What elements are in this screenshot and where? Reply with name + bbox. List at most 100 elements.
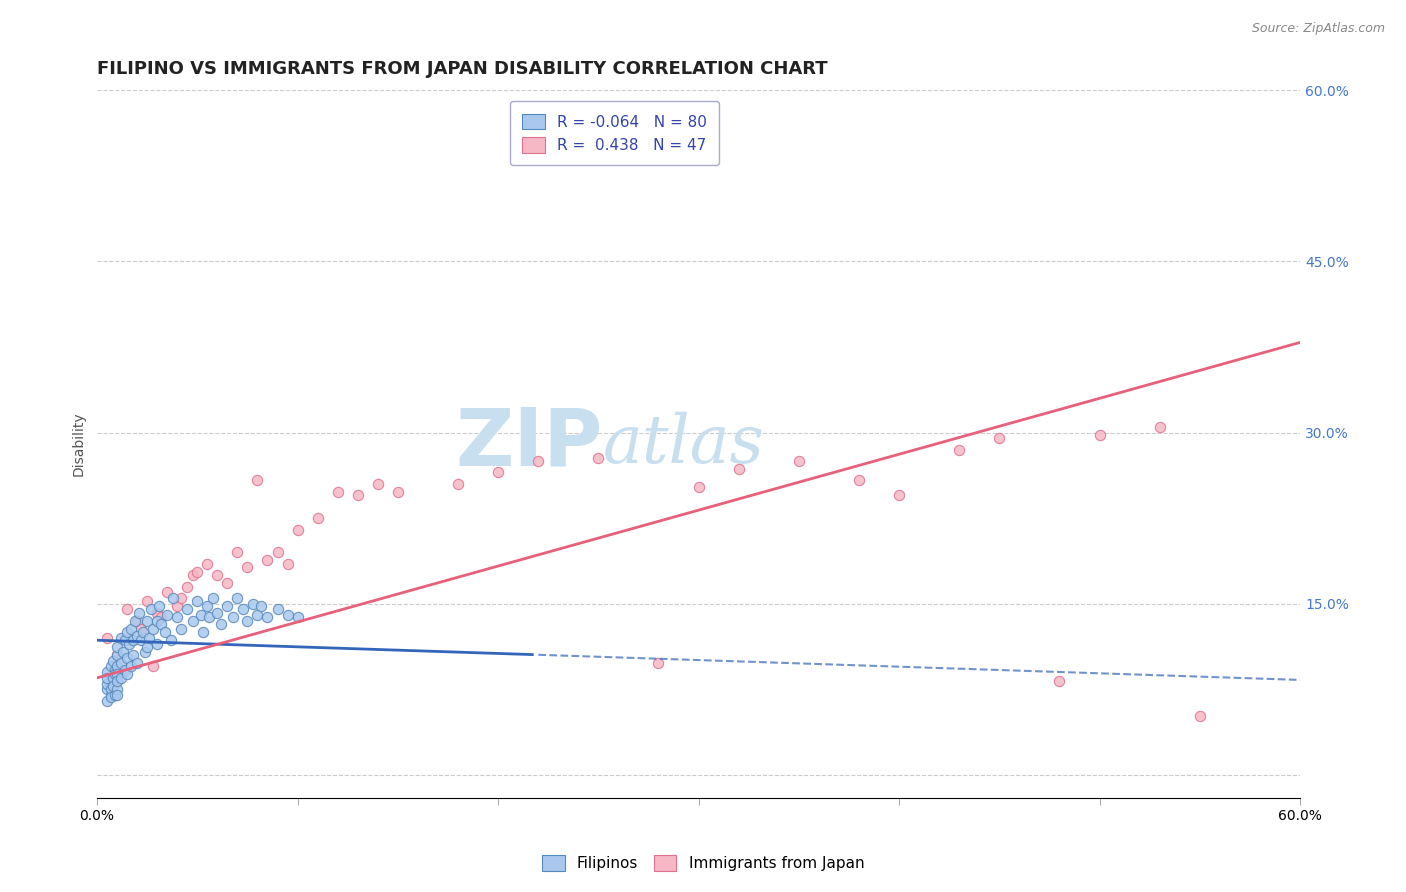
Point — [104, 667, 127, 681]
Point — [128, 606, 150, 620]
Point — [101, 671, 124, 685]
Point — [112, 645, 135, 659]
Point — [186, 594, 208, 608]
Point — [124, 614, 146, 628]
Point — [246, 608, 269, 623]
Point — [105, 648, 128, 662]
Point — [120, 622, 142, 636]
Point — [207, 606, 229, 620]
Point — [100, 690, 122, 705]
Point — [96, 682, 118, 697]
Point — [266, 602, 288, 616]
Point — [195, 599, 218, 613]
Point — [170, 622, 193, 636]
Point — [120, 659, 142, 673]
Point — [190, 608, 212, 623]
Point — [122, 633, 145, 648]
Point — [104, 688, 127, 702]
Point — [217, 599, 239, 613]
Point — [110, 671, 132, 685]
Point — [287, 610, 309, 624]
Point — [115, 602, 138, 616]
Point — [115, 667, 138, 681]
Point — [129, 622, 152, 636]
Point — [527, 454, 550, 468]
Point — [105, 682, 128, 697]
Point — [142, 659, 165, 673]
Point — [136, 594, 159, 608]
Point — [132, 625, 155, 640]
Point — [118, 637, 141, 651]
Point — [1188, 708, 1211, 723]
Point — [100, 659, 122, 673]
Point — [276, 608, 298, 623]
Point — [96, 665, 118, 680]
Point — [346, 488, 368, 502]
Point — [155, 625, 177, 640]
Point — [988, 431, 1011, 445]
Point — [166, 610, 188, 624]
Point — [486, 466, 509, 480]
Legend: Filipinos, Immigrants from Japan: Filipinos, Immigrants from Japan — [536, 849, 870, 877]
Point — [122, 648, 145, 662]
Point — [226, 545, 249, 559]
Point — [110, 656, 132, 670]
Point — [142, 622, 165, 636]
Point — [1088, 427, 1111, 442]
Point — [100, 682, 122, 697]
Point — [122, 633, 145, 648]
Point — [688, 480, 710, 494]
Point — [127, 629, 149, 643]
Point — [307, 511, 329, 525]
Text: FILIPINO VS IMMIGRANTS FROM JAPAN DISABILITY CORRELATION CHART: FILIPINO VS IMMIGRANTS FROM JAPAN DISABI… — [97, 60, 828, 78]
Point — [326, 484, 349, 499]
Point — [96, 671, 118, 685]
Point — [207, 568, 229, 582]
Point — [150, 610, 173, 624]
Point — [236, 560, 259, 574]
Point — [100, 688, 122, 702]
Point — [1149, 420, 1171, 434]
Point — [367, 476, 389, 491]
Text: ZIP: ZIP — [456, 405, 602, 483]
Point — [186, 565, 208, 579]
Point — [104, 663, 127, 677]
Point — [266, 545, 288, 559]
Point — [105, 648, 128, 662]
Point — [848, 474, 870, 488]
Point — [146, 614, 169, 628]
Point — [181, 568, 204, 582]
Point — [115, 625, 138, 640]
Point — [146, 606, 169, 620]
Point — [141, 602, 163, 616]
Point — [136, 614, 159, 628]
Point — [588, 450, 610, 465]
Point — [256, 610, 278, 624]
Point — [198, 610, 221, 624]
Point — [226, 591, 249, 605]
Point — [250, 599, 273, 613]
Point — [727, 462, 749, 476]
Point — [96, 676, 118, 690]
Point — [105, 640, 128, 654]
Text: atlas: atlas — [602, 411, 763, 476]
Text: Source: ZipAtlas.com: Source: ZipAtlas.com — [1251, 22, 1385, 36]
Point — [129, 633, 152, 648]
Point — [105, 674, 128, 689]
Point — [160, 633, 183, 648]
Point — [101, 654, 124, 668]
Point — [138, 631, 160, 645]
Point — [209, 617, 232, 632]
Point — [1049, 674, 1071, 689]
Point — [146, 637, 169, 651]
Point — [170, 591, 193, 605]
Point — [156, 608, 179, 623]
Point — [114, 663, 136, 677]
Point — [787, 454, 810, 468]
Point — [287, 523, 309, 537]
Point — [276, 557, 298, 571]
Point — [217, 576, 239, 591]
Point — [110, 631, 132, 645]
Point — [242, 597, 264, 611]
Point — [114, 633, 136, 648]
